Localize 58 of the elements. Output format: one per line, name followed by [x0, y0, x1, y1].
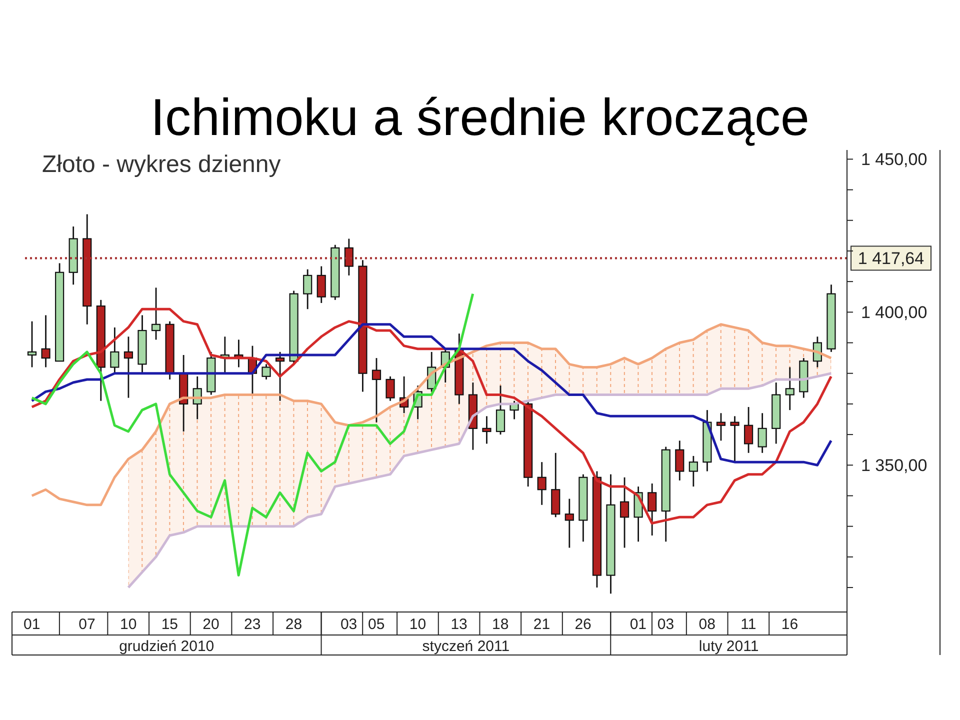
ref-line-label: 1 417,64 [858, 249, 924, 268]
line-series [30, 308, 832, 525]
x-tick-label: 01 [630, 616, 647, 633]
chart-title: Ichimoku a średnie kroczące [150, 88, 810, 148]
x-tick-label: 05 [368, 616, 385, 633]
x-tick-label: 15 [161, 616, 178, 633]
candlestick [386, 376, 395, 402]
x-tick-label: 03 [657, 616, 674, 633]
x-tick-label: 20 [202, 616, 220, 633]
line-series [30, 323, 832, 466]
candlestick [151, 286, 161, 340]
x-tick-label: 13 [450, 616, 468, 633]
y-tick-label: 1 450,00 [861, 150, 928, 170]
candlestick [27, 320, 37, 368]
x-tick-label: 11 [740, 616, 756, 633]
chart-subtitle: Złoto - wykres dzienny [42, 151, 281, 179]
candlestick [688, 455, 698, 488]
candlestick [41, 314, 50, 368]
text: luty 2011 [698, 638, 759, 655]
y-tick-label: 1 350,00 [861, 456, 928, 476]
x-tick-label: 28 [285, 616, 302, 633]
x-tick-label: 01 [24, 616, 40, 633]
candlestick [496, 384, 506, 436]
x-tick-label: 03 [340, 616, 358, 633]
x-tick-label: 26 [574, 616, 592, 633]
candlestick [716, 412, 726, 442]
candlestick [482, 415, 492, 444]
candlestick [785, 366, 794, 411]
candlestick [675, 440, 684, 482]
text: styczeń 2011 [422, 638, 510, 655]
candlestick [303, 268, 312, 310]
candlestick [564, 498, 574, 548]
candlestick [730, 415, 740, 463]
x-tick-label: 08 [698, 616, 716, 633]
line-series [30, 323, 832, 506]
candlestick [110, 326, 120, 374]
y-tick-label: 1 400,00 [861, 303, 928, 322]
line-series [127, 372, 832, 589]
candlestick [262, 363, 271, 380]
x-tick-label: 07 [78, 616, 96, 633]
line-series [30, 292, 474, 577]
candlestick [744, 406, 754, 454]
candlestick [537, 461, 546, 506]
candlestick [316, 266, 326, 304]
candlestick [648, 482, 657, 536]
x-tick-label: 10 [120, 616, 137, 633]
x-tick-label: 23 [244, 616, 261, 633]
candlestick [124, 336, 134, 399]
candlestick [344, 238, 354, 276]
x-tick-label: 10 [409, 616, 426, 633]
x-tick-label: 21 [533, 616, 550, 633]
candlestick [758, 412, 767, 454]
x-tick-label: 16 [781, 616, 798, 633]
candlestick [275, 351, 285, 402]
text: grudzień 2010 [119, 638, 214, 655]
candlestick [620, 476, 630, 548]
candlestick [372, 357, 382, 424]
x-tick-label: 18 [492, 616, 509, 633]
